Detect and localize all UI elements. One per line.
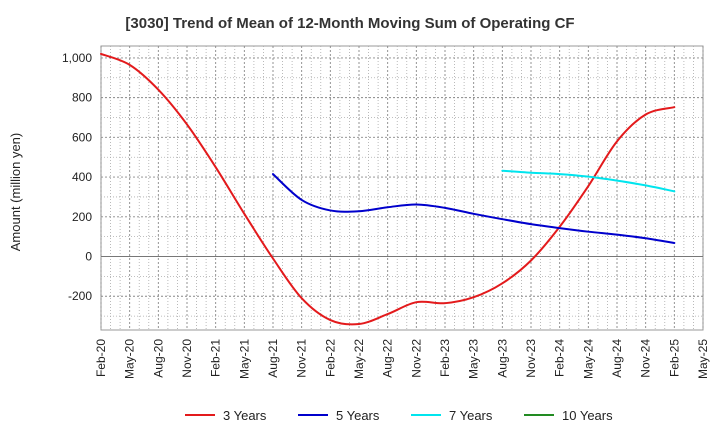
x-tick-label: Nov-20 [180,339,194,378]
x-tick-label: May-24 [581,339,595,379]
y-tick-label: 800 [72,91,92,105]
series-line-3-years [100,52,676,326]
y-tick-label: 1,000 [62,51,92,65]
legend-label-5-years: 5 Years [336,408,380,423]
x-tick-label: Aug-21 [266,339,280,378]
y-tick-label: 0 [85,250,92,264]
x-tick-label: Nov-22 [409,339,423,378]
y-tick-label: -200 [68,289,92,303]
x-tick-label: Feb-23 [438,339,452,377]
x-tick-label: Feb-20 [94,339,108,377]
x-tick-label: Aug-20 [151,339,165,378]
y-tick-label: 600 [72,130,92,144]
legend-label-7-years: 7 Years [449,408,493,423]
series-line-5-years [272,173,676,245]
plot-area: -200 0 200 400 600 800 1,000 Feb-20 May-20 Aug-20… [62,45,710,379]
x-tick-label: May-20 [123,339,137,379]
y-tick-label: 400 [72,170,92,184]
x-tick-label: Feb-24 [553,339,567,377]
legend: 3 Years 5 Years 7 Years 10 Years [185,408,613,423]
series-line-7-years [501,169,676,193]
x-tick-label: May-22 [352,339,366,379]
x-tick-label: Nov-23 [524,339,538,378]
x-tick-label: Aug-24 [610,339,624,378]
chart-title: [3030] Trend of Mean of 12-Month Moving … [125,15,574,32]
x-tick-label: Feb-22 [323,339,337,377]
x-tick-label: May-25 [696,339,710,379]
x-tick-label: Nov-21 [295,339,309,378]
x-tick-label: May-21 [237,339,251,379]
legend-label-10-years: 10 Years [562,408,613,423]
y-axis-label: Amount (million yen) [8,133,23,252]
x-tick-label: May-23 [467,339,481,379]
x-tick-label: Nov-24 [639,339,653,378]
x-tick-label: Feb-25 [667,339,681,377]
plot-frame [100,45,704,331]
y-tick-label: 200 [72,210,92,224]
x-tick-label: Aug-23 [495,339,509,378]
legend-label-3-years: 3 Years [223,408,267,423]
x-tick-label: Feb-21 [209,339,223,377]
x-tick-label: Aug-22 [381,339,395,378]
